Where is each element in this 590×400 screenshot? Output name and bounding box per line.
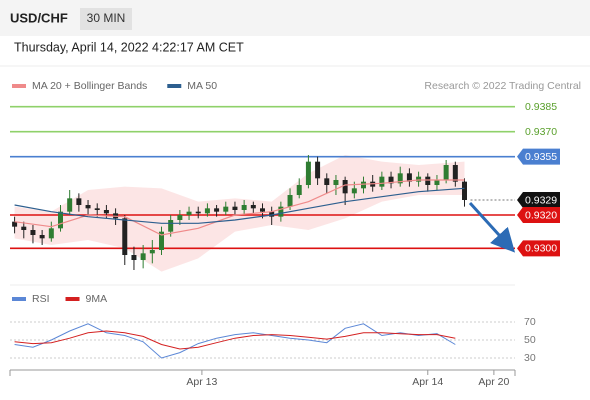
- candle-body: [131, 255, 137, 260]
- candle-body: [388, 176, 394, 184]
- level-label: 0.9300: [525, 243, 557, 255]
- level-label-box: [517, 240, 560, 257]
- candle-body: [186, 211, 192, 215]
- candle-body: [94, 208, 100, 210]
- x-tick-label: Apr 13: [186, 376, 217, 388]
- candle-body: [85, 205, 91, 209]
- rsi-panel: RSI 9MA 30 50 70 Apr 13 Apr 14 Apr 20: [10, 293, 536, 388]
- candle-body: [260, 208, 265, 212]
- candle-body: [204, 208, 210, 214]
- moving-average: [14, 179, 465, 236]
- level-label: 0.9355: [525, 151, 557, 163]
- bollinger-band: [14, 155, 465, 272]
- candle-body: [406, 173, 412, 182]
- candle-body: [67, 198, 73, 212]
- candle-body: [296, 185, 302, 195]
- candle-body: [342, 180, 348, 194]
- credit: Research © 2022 Trading Central: [424, 80, 581, 92]
- candle-body: [168, 220, 174, 232]
- legend-swatch: [12, 84, 26, 88]
- legend-label: RSI: [32, 293, 50, 305]
- indicator-line: [14, 323, 456, 359]
- candle-body: [58, 211, 63, 229]
- level-label: 0.9385: [525, 101, 557, 113]
- y-tick-label: 70: [524, 316, 536, 328]
- candle-body: [30, 230, 36, 235]
- candle-body: [12, 221, 18, 227]
- y-tick-label: 30: [524, 352, 536, 364]
- candle-body: [48, 228, 54, 239]
- candle-body: [223, 206, 229, 212]
- candle-body: [462, 181, 467, 200]
- candle-body: [305, 161, 311, 185]
- level-label: 0.9320: [525, 209, 557, 221]
- candle-body: [278, 206, 284, 217]
- candle-body: [324, 178, 330, 185]
- candle-body: [21, 226, 27, 230]
- candle-body: [122, 218, 128, 255]
- candle-body: [39, 235, 45, 239]
- x-tick-label: Apr 20: [478, 376, 509, 388]
- annotations: [468, 201, 516, 253]
- legend-swatch: [12, 297, 26, 301]
- candle-body: [269, 211, 275, 217]
- legend-swatch: [65, 297, 80, 301]
- candle-body: [425, 176, 431, 185]
- timeframe: 30 MIN: [87, 11, 126, 25]
- candle-body: [434, 180, 440, 185]
- candle-body: [452, 165, 458, 182]
- y-tick-label: 50: [524, 334, 536, 346]
- candle-body: [241, 205, 247, 210]
- candle-body: [333, 180, 339, 185]
- legend-label: MA 20 + Bollinger Bands: [32, 80, 147, 92]
- moving-average: [14, 187, 465, 224]
- candle-body: [159, 231, 164, 250]
- candle-body: [140, 253, 146, 260]
- candle-body: [76, 198, 82, 205]
- level-label-box: [517, 192, 560, 208]
- legend-label: 9MA: [86, 293, 108, 305]
- legend-swatch: [167, 84, 182, 88]
- legend-label: MA 50: [187, 80, 217, 92]
- timeframe-box: [80, 8, 132, 30]
- candle-body: [195, 211, 201, 214]
- level-label: 0.9329: [525, 194, 557, 206]
- level-label-box: [517, 207, 560, 223]
- candle-body: [103, 210, 109, 214]
- x-tick-label: Apr 14: [412, 376, 443, 388]
- projection-arrow: [468, 201, 516, 253]
- candle-body: [443, 165, 449, 180]
- candle-body: [416, 176, 422, 182]
- candle-body: [287, 195, 293, 207]
- candle-body: [250, 205, 256, 209]
- indicator-line: [14, 330, 456, 350]
- candle-body: [232, 206, 238, 210]
- level-label-box: [517, 148, 560, 165]
- candle-body: [214, 208, 220, 212]
- symbol: USD/CHF: [10, 10, 68, 25]
- candle-body: [149, 250, 155, 254]
- candle-body: [361, 181, 366, 189]
- price-panel: MA 20 + Bollinger Bands MA 50 0.9385 0.9370…: [10, 80, 560, 272]
- level-label: 0.9370: [525, 126, 557, 138]
- datetime: Thursday, April 14, 2022 4:22:17 AM CET: [14, 40, 244, 54]
- candle-body: [177, 215, 183, 220]
- candle-body: [315, 161, 321, 179]
- candle-body: [379, 176, 385, 187]
- candle-body: [397, 173, 403, 184]
- candle-body: [351, 188, 357, 194]
